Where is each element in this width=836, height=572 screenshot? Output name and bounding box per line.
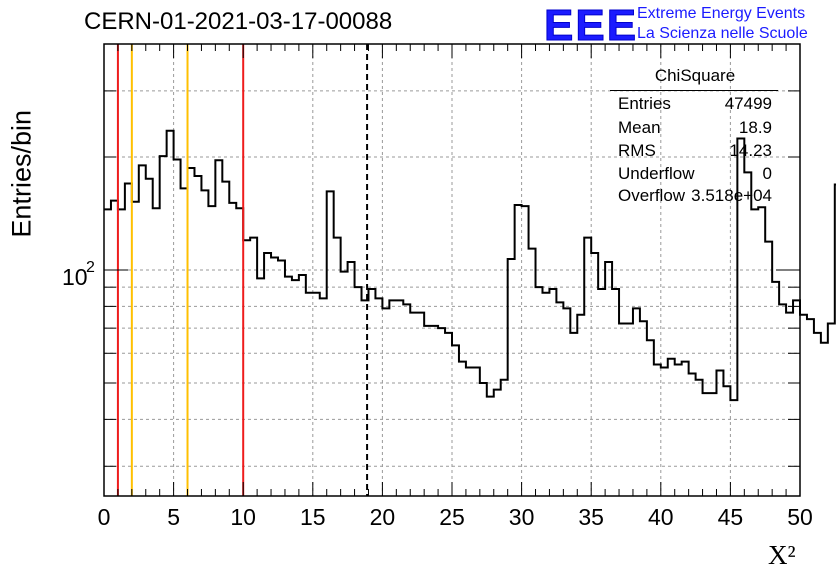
stats-divider [610, 90, 778, 91]
chart-title: CERN-01-2021-03-17-00088 [84, 8, 393, 35]
stats-title: ChiSquare [654, 66, 736, 85]
reference-lines [116, 44, 369, 496]
x-tick-label: 10 [230, 504, 256, 530]
x-tick-label: 15 [300, 504, 326, 530]
x-axis-label: X² [768, 540, 796, 570]
y-axis: 102 [62, 43, 800, 467]
stat-overflow-value: 3.518e+04 [691, 186, 772, 205]
x-tick-label: 50 [787, 504, 813, 530]
stat-entries-value: 47499 [724, 94, 772, 113]
stat-entries-label: Entries [618, 94, 671, 113]
stat-rms-value: 14.23 [729, 141, 772, 160]
stat-underflow-label: Underflow [618, 164, 695, 183]
logo-line-2: La Scienza nelle Scuole [637, 25, 808, 42]
x-tick-label: 30 [509, 504, 535, 530]
x-tick-label: 35 [578, 504, 604, 530]
logo-line-1: Extreme Energy Events [637, 5, 806, 22]
histogram-series [104, 129, 836, 402]
stat-overflow-label: Overflow [618, 186, 686, 205]
stat-mean-value: 18.9 [738, 118, 772, 137]
gridlines [104, 43, 800, 496]
stat-rms-label: RMS [618, 141, 656, 160]
x-tick-label: 20 [370, 504, 396, 530]
y-tick-exponent: 2 [86, 259, 95, 276]
x-tick-label: 0 [98, 504, 111, 530]
y-axis-label: Entries/bin [6, 110, 37, 238]
x-tick-label: 45 [718, 504, 744, 530]
x-tick-label: 40 [648, 504, 674, 530]
histogram-line [104, 129, 836, 402]
y-tick-label: 10 [62, 264, 88, 290]
x-tick-label: 25 [439, 504, 465, 530]
stat-underflow-value: 0 [762, 164, 772, 183]
stat-mean-label: Mean [618, 118, 661, 137]
eee-logo: EEE [543, 1, 639, 50]
x-tick-label: 5 [167, 504, 180, 530]
x-axis: 0 5 10 15 20 25 30 35 40 45 50 [98, 44, 813, 530]
